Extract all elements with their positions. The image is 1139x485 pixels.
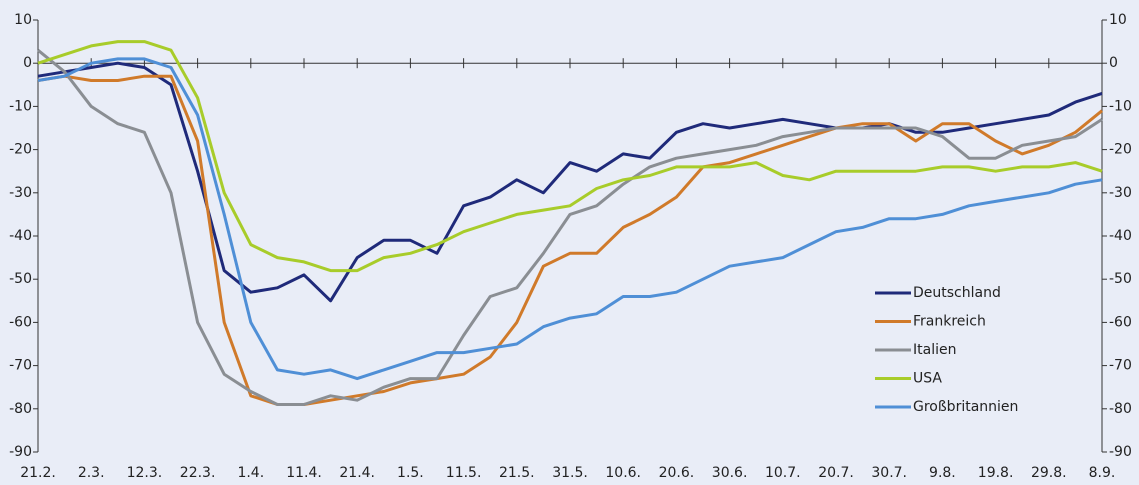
legend-label: USA — [913, 371, 942, 387]
x-tick-label: 9.8. — [929, 465, 956, 481]
y2-tick-label: -50 — [1109, 271, 1132, 287]
x-tick-label: 21.4. — [339, 465, 375, 481]
y2-tick-label: 10 — [1109, 12, 1127, 28]
legend-label: Frankreich — [913, 314, 986, 330]
y2-tick-label: -90 — [1109, 444, 1132, 460]
x-tick-label: 11.5. — [446, 465, 482, 481]
y2-tick-label: -60 — [1109, 314, 1132, 330]
y2-tick-label: -40 — [1109, 228, 1132, 244]
x-tick-label: 8.9. — [1089, 465, 1116, 481]
x-tick-label: 10.7. — [765, 465, 801, 481]
y2-tick-label: -20 — [1109, 142, 1132, 158]
y2-tick-label: 0 — [1109, 55, 1118, 71]
x-tick-label: 1.5. — [397, 465, 424, 481]
line-series — [37, 57, 1103, 381]
x-tick-label: 21.5. — [499, 465, 535, 481]
line-series — [37, 49, 1103, 406]
line-series — [37, 74, 1103, 406]
legend-label: Deutschland — [913, 285, 1001, 301]
y-tick-label: -10 — [9, 98, 32, 114]
y2-tick-label: -10 — [1109, 98, 1132, 114]
line-series — [37, 40, 1103, 273]
legend-label: Italien — [913, 342, 956, 358]
x-tick-label: 30.7. — [871, 465, 907, 481]
x-tick-label: 20.6. — [659, 465, 695, 481]
y-tick-label: -50 — [9, 271, 32, 287]
y2-tick-label: -80 — [1109, 401, 1132, 417]
y-tick-label: -30 — [9, 185, 32, 201]
y-tick-label: -40 — [9, 228, 32, 244]
x-tick-label: 11.4. — [286, 465, 322, 481]
x-tick-label: 30.6. — [712, 465, 748, 481]
y-tick-label: 0 — [23, 55, 32, 71]
y2-tick-label: -30 — [1109, 185, 1132, 201]
y-tick-label: -90 — [9, 444, 32, 460]
y-tick-label: -20 — [9, 142, 32, 158]
x-tick-label: 1.4. — [237, 465, 264, 481]
x-tick-label: 19.8. — [978, 465, 1014, 481]
y-tick-label: -60 — [9, 314, 32, 330]
x-tick-label: 2.3. — [78, 465, 105, 481]
legend-label: Großbritannien — [913, 399, 1018, 415]
y2-tick-label: -70 — [1109, 358, 1132, 374]
x-tick-label: 31.5. — [552, 465, 588, 481]
y-tick-label: -70 — [9, 358, 32, 374]
x-tick-label: 29.8. — [1031, 465, 1067, 481]
x-tick-label: 10.6. — [605, 465, 641, 481]
x-tick-label: 21.2. — [20, 465, 56, 481]
x-tick-label: 22.3. — [180, 465, 216, 481]
x-tick-label: 12.3. — [127, 465, 163, 481]
y-tick-label: 10 — [14, 12, 32, 28]
x-tick-label: 20.7. — [818, 465, 854, 481]
y-tick-label: -80 — [9, 401, 32, 417]
